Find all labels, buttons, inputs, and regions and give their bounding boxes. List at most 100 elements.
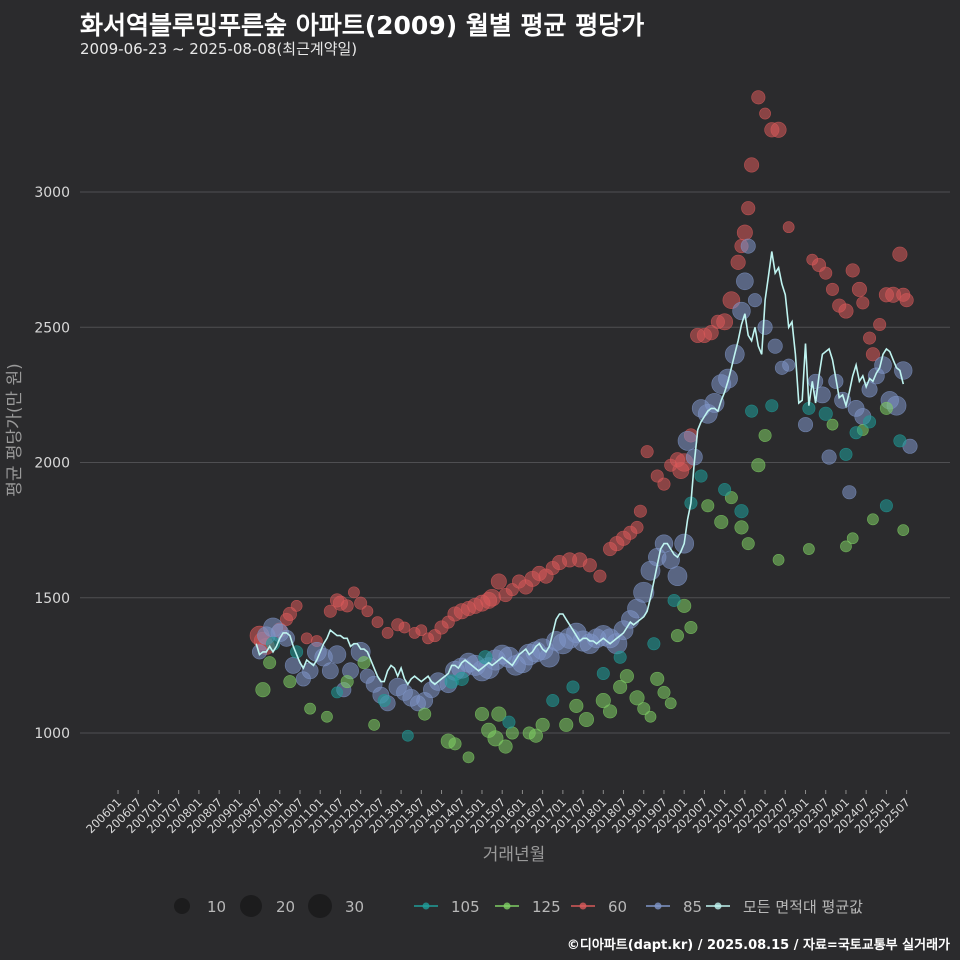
point-125 (487, 730, 504, 747)
point-60 (865, 347, 880, 362)
point-85 (894, 361, 913, 380)
point-60 (483, 588, 501, 607)
point-125 (559, 717, 574, 732)
point-105 (377, 694, 391, 708)
color-legend-label: 모든 면적대 평균값 (743, 898, 863, 916)
point-125 (772, 553, 785, 566)
point-85 (661, 550, 680, 570)
point-85 (757, 319, 773, 335)
point-60 (730, 254, 746, 270)
point-125 (321, 710, 333, 723)
x-axis-ticks: 2006012006072007012007072008012008072009… (83, 790, 913, 836)
point-85 (327, 645, 347, 664)
point-125 (418, 707, 432, 721)
chart-title: 화서역블루밍푸른숲 아파트(2009) 월별 평균 평당가 (80, 11, 645, 40)
point-60 (899, 293, 914, 308)
point-125 (498, 739, 513, 754)
point-85 (667, 566, 688, 586)
size-legend-label: 10 (207, 898, 226, 916)
color-legend-dot (714, 902, 722, 910)
point-60 (863, 331, 877, 345)
point-60 (290, 599, 303, 612)
point-125 (897, 524, 910, 537)
point-125 (867, 513, 879, 526)
point-60 (819, 266, 833, 280)
point-105 (331, 686, 343, 699)
point-105 (818, 406, 833, 421)
average-line (255, 251, 905, 686)
average-line-path (255, 251, 905, 686)
x-axis-label: 거래년월 (483, 845, 546, 865)
point-85 (821, 449, 837, 465)
point-125 (714, 514, 729, 530)
color-legend-label: 105 (451, 898, 480, 916)
point-60 (381, 627, 394, 639)
point-105 (863, 415, 877, 429)
point-125 (368, 719, 381, 731)
color-legend-dot (654, 902, 662, 910)
point-60 (490, 573, 507, 590)
point-105 (613, 650, 627, 664)
color-legend-label: 85 (683, 898, 702, 916)
point-105 (647, 637, 661, 651)
y-axis-ticks: 1000 1500 2000 2500 3000 (34, 185, 70, 742)
point-60 (348, 586, 360, 599)
point-125 (283, 675, 297, 689)
point-60 (873, 318, 887, 332)
point-125 (613, 679, 628, 695)
point-105 (893, 434, 907, 448)
y-tick-label: 1000 (34, 726, 70, 742)
point-125 (758, 428, 772, 442)
point-60 (845, 263, 860, 278)
point-125 (595, 693, 611, 709)
point-85 (797, 417, 814, 433)
point-85 (782, 358, 796, 372)
point-60 (415, 624, 428, 637)
color-legend-dot (579, 902, 587, 910)
point-125 (462, 751, 475, 764)
point-60 (323, 604, 337, 618)
y-tick-label: 1500 (34, 591, 70, 607)
point-85 (747, 293, 763, 308)
point-60 (361, 605, 374, 618)
y-axis-label: 평균 평당가(만 원) (5, 363, 25, 497)
point-85 (736, 272, 754, 291)
point-60 (657, 477, 671, 491)
point-125 (840, 540, 852, 553)
point-125 (657, 685, 671, 699)
point-60 (640, 445, 654, 459)
point-60 (593, 569, 607, 583)
point-105 (765, 399, 779, 413)
y-tick-label: 2000 (34, 456, 70, 472)
point-125 (535, 717, 550, 732)
point-125 (684, 621, 698, 635)
point-125 (340, 675, 354, 689)
point-60 (340, 599, 354, 613)
point-125 (734, 520, 749, 535)
point-125 (670, 629, 684, 643)
point-125 (448, 737, 462, 751)
point-60 (736, 224, 753, 241)
point-60 (716, 313, 734, 331)
point-60 (300, 632, 313, 645)
point-125 (603, 704, 618, 719)
point-105 (734, 504, 749, 519)
point-85 (808, 373, 824, 389)
size-legend-label: 30 (345, 898, 364, 916)
point-60 (582, 558, 597, 573)
point-125 (255, 682, 271, 698)
point-125 (826, 418, 839, 431)
point-60 (633, 504, 647, 518)
point-125 (578, 711, 594, 728)
color-legend-label: 60 (608, 898, 627, 916)
y-tick-label: 3000 (34, 185, 70, 201)
point-125 (701, 499, 715, 513)
point-60 (892, 246, 908, 262)
point-125 (263, 656, 277, 670)
size-legend-circle (240, 895, 262, 917)
point-105 (745, 404, 759, 418)
color-legend-dot (422, 902, 430, 910)
size-legend-label: 20 (276, 898, 295, 916)
point-60 (371, 616, 384, 628)
